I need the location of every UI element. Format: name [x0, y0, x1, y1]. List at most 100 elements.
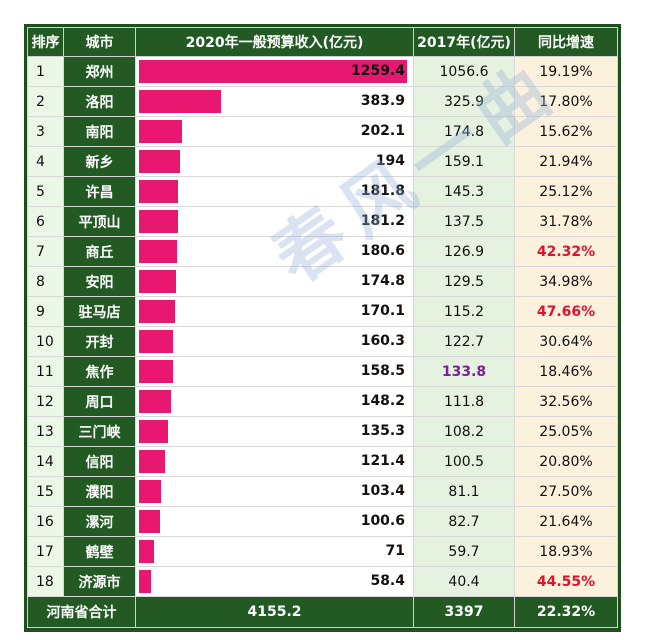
revenue-2020-value: 181.8	[360, 183, 405, 199]
table-row: 5 许昌 181.8 145.3 25.12%	[27, 176, 618, 207]
revenue-bar	[139, 300, 175, 323]
rank-cell: 11	[27, 356, 64, 387]
revenue-2020-cell: 58.4	[135, 566, 414, 597]
revenue-2017-cell: 129.5	[413, 266, 515, 297]
table-row: 3 南阳 202.1 174.8 15.62%	[27, 116, 618, 147]
revenue-2020-value: 100.6	[360, 513, 405, 529]
city-cell: 许昌	[63, 176, 136, 207]
revenue-2017-cell: 59.7	[413, 536, 515, 567]
city-cell: 济源市	[63, 566, 136, 597]
revenue-2020-value: 135.3	[360, 423, 405, 439]
city-cell: 郑州	[63, 56, 136, 87]
revenue-2020-value: 1259.4	[350, 63, 405, 79]
rank-cell: 10	[27, 326, 64, 357]
revenue-bar	[139, 180, 178, 203]
city-cell: 焦作	[63, 356, 136, 387]
rank-cell: 4	[27, 146, 64, 177]
rank-cell: 5	[27, 176, 64, 207]
revenue-bar	[139, 360, 173, 383]
revenue-2020-value: 103.4	[360, 483, 405, 499]
revenue-2020-cell: 148.2	[135, 386, 414, 417]
growth-cell: 15.62%	[514, 116, 618, 147]
rank-cell: 9	[27, 296, 64, 327]
growth-cell: 18.46%	[514, 356, 618, 387]
revenue-table: 排序 城市 2020年一般预算收入(亿元) 2017年(亿元) 同比增速 1 郑州…	[27, 27, 618, 628]
rank-cell: 16	[27, 506, 64, 537]
table-row: 9 驻马店 170.1 115.2 47.66%	[27, 296, 618, 327]
revenue-2020-value: 181.2	[360, 213, 405, 229]
city-cell: 周口	[63, 386, 136, 417]
revenue-2017-cell: 1056.6	[413, 56, 515, 87]
city-cell: 驻马店	[63, 296, 136, 327]
revenue-2020-cell: 121.4	[135, 446, 414, 477]
rank-cell: 8	[27, 266, 64, 297]
revenue-2017-cell: 159.1	[413, 146, 515, 177]
header-revenue-2020: 2020年一般预算收入(亿元)	[135, 27, 414, 57]
table-row: 2 洛阳 383.9 325.9 17.80%	[27, 86, 618, 117]
revenue-bar	[139, 210, 178, 233]
rank-cell: 14	[27, 446, 64, 477]
revenue-2020-value: 174.8	[360, 273, 405, 289]
table-row: 4 新乡 194 159.1 21.94%	[27, 146, 618, 177]
growth-cell: 32.56%	[514, 386, 618, 417]
city-cell: 信阳	[63, 446, 136, 477]
growth-cell: 30.64%	[514, 326, 618, 357]
rank-cell: 18	[27, 566, 64, 597]
table-row: 8 安阳 174.8 129.5 34.98%	[27, 266, 618, 297]
city-cell: 开封	[63, 326, 136, 357]
city-cell: 漯河	[63, 506, 136, 537]
revenue-bar	[139, 480, 161, 503]
revenue-2017-cell: 115.2	[413, 296, 515, 327]
revenue-2020-cell: 202.1	[135, 116, 414, 147]
growth-cell: 27.50%	[514, 476, 618, 507]
total-revenue-2020: 4155.2	[135, 596, 414, 628]
rank-cell: 7	[27, 236, 64, 267]
table-row: 16 漯河 100.6 82.7 21.64%	[27, 506, 618, 537]
revenue-2020-value: 58.4	[370, 573, 405, 589]
revenue-table-frame: 排序 城市 2020年一般预算收入(亿元) 2017年(亿元) 同比增速 1 郑州…	[24, 24, 621, 632]
revenue-bar	[139, 270, 176, 293]
revenue-2020-cell: 103.4	[135, 476, 414, 507]
revenue-bar	[139, 540, 154, 563]
table-row: 17 鹤壁 71 59.7 18.93%	[27, 536, 618, 567]
revenue-bar	[139, 150, 180, 173]
revenue-2020-cell: 71	[135, 536, 414, 567]
revenue-2020-value: 148.2	[360, 393, 405, 409]
revenue-bar	[139, 390, 171, 413]
revenue-2020-cell: 1259.4	[135, 56, 414, 87]
growth-cell: 25.12%	[514, 176, 618, 207]
revenue-bar	[139, 450, 165, 473]
revenue-bar	[139, 330, 173, 353]
revenue-bar	[139, 60, 407, 83]
rank-cell: 17	[27, 536, 64, 567]
revenue-2017-cell: 122.7	[413, 326, 515, 357]
rank-cell: 3	[27, 116, 64, 147]
rank-cell: 15	[27, 476, 64, 507]
city-cell: 新乡	[63, 146, 136, 177]
growth-cell: 17.80%	[514, 86, 618, 117]
growth-cell: 31.78%	[514, 206, 618, 237]
revenue-2020-cell: 180.6	[135, 236, 414, 267]
table-row: 6 平顶山 181.2 137.5 31.78%	[27, 206, 618, 237]
table-row: 14 信阳 121.4 100.5 20.80%	[27, 446, 618, 477]
table-row: 15 濮阳 103.4 81.1 27.50%	[27, 476, 618, 507]
revenue-2020-cell: 170.1	[135, 296, 414, 327]
revenue-2020-value: 383.9	[360, 93, 405, 109]
revenue-2020-value: 194	[375, 153, 405, 169]
header-growth: 同比增速	[514, 27, 618, 57]
table-row: 10 开封 160.3 122.7 30.64%	[27, 326, 618, 357]
revenue-2017-cell: 111.8	[413, 386, 515, 417]
revenue-bar	[139, 510, 160, 533]
table-row: 1 郑州 1259.4 1056.6 19.19%	[27, 56, 618, 87]
revenue-2017-cell: 82.7	[413, 506, 515, 537]
revenue-2020-cell: 181.2	[135, 206, 414, 237]
revenue-2020-cell: 135.3	[135, 416, 414, 447]
revenue-2017-cell: 126.9	[413, 236, 515, 267]
revenue-2017-cell: 40.4	[413, 566, 515, 597]
growth-cell: 20.80%	[514, 446, 618, 477]
growth-cell: 44.55%	[514, 566, 618, 597]
revenue-2017-cell: 137.5	[413, 206, 515, 237]
revenue-2020-value: 202.1	[360, 123, 405, 139]
revenue-2020-cell: 158.5	[135, 356, 414, 387]
revenue-2020-value: 71	[385, 543, 405, 559]
